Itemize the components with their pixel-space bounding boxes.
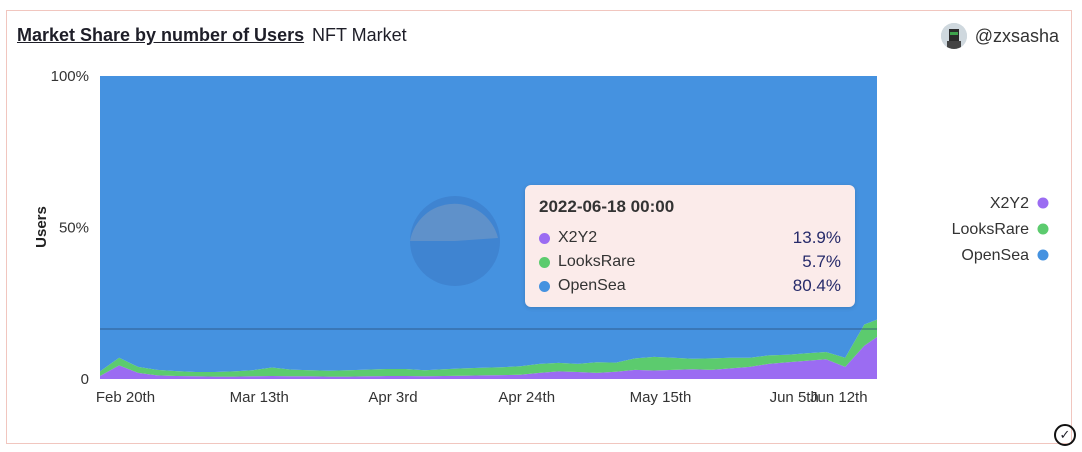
author-username: @zxsasha — [974, 25, 1059, 46]
loading-pie-slice — [410, 203, 498, 241]
x-tick-label: Apr 24th — [498, 389, 555, 406]
tooltip-row-opensea: OpenSea 80.4% — [539, 274, 841, 298]
opensea-dot — [539, 280, 550, 292]
x-tick-label: Jun 5th — [770, 389, 819, 406]
tooltip-title: 2022-06-18 00:00 — [539, 197, 675, 216]
y-tick-label: 0 — [81, 371, 89, 388]
legend-dot — [1037, 197, 1049, 209]
tooltip-row-x2y2: X2Y2 13.9% — [539, 226, 841, 250]
chart-subtitle: NFT Market — [312, 25, 407, 45]
x-tick-label: Apr 3rd — [368, 389, 417, 406]
y-axis-label: Users — [33, 206, 50, 248]
x2y2-dot — [539, 232, 550, 244]
x-tick-label: Mar 13th — [230, 389, 289, 406]
legend-label: OpenSea — [961, 247, 1029, 264]
tooltip: 2022-06-18 00:00 X2Y2 13.9% LooksRare 5.… — [525, 185, 855, 307]
chart-title-link[interactable]: Market Share by number of Users — [17, 25, 305, 45]
avatar — [940, 23, 967, 49]
legend: X2Y2 LooksRare OpenSea — [952, 195, 1049, 264]
legend-dot — [1037, 223, 1049, 235]
loading-overlay — [410, 196, 530, 286]
area-looksrare — [100, 319, 877, 377]
x-axis: Feb 20th Mar 13th Apr 3rd Apr 24th May 15th J… — [96, 389, 868, 406]
area-x2y2 — [100, 336, 877, 379]
legend-dot — [1037, 249, 1049, 261]
x-tick-label: Feb 20th — [96, 389, 155, 406]
y-axis: 100% 50% 0 Users — [33, 68, 89, 388]
y-tick-label: 100% — [51, 68, 89, 85]
x-tick-label: May 15th — [630, 389, 692, 406]
tooltip-value: 80.4% — [792, 276, 841, 295]
legend-label: X2Y2 — [990, 195, 1029, 212]
tooltip-value: 5.7% — [802, 252, 841, 271]
tooltip-name: OpenSea — [558, 277, 626, 294]
tooltip-name: X2Y2 — [558, 229, 598, 246]
looksrare-dot — [539, 256, 550, 268]
x-tick-label: Jun 12th — [810, 389, 868, 406]
check-circle-icon[interactable]: ✓ — [1054, 424, 1076, 446]
y-tick-label: 50% — [59, 220, 89, 237]
tooltip-row-looksrare: LooksRare 5.7% — [539, 250, 841, 274]
tooltip-name: LooksRare — [558, 253, 636, 270]
tooltip-value: 13.9% — [792, 228, 841, 247]
author[interactable]: @zxsasha — [940, 23, 1059, 49]
legend-label: LooksRare — [952, 221, 1029, 238]
